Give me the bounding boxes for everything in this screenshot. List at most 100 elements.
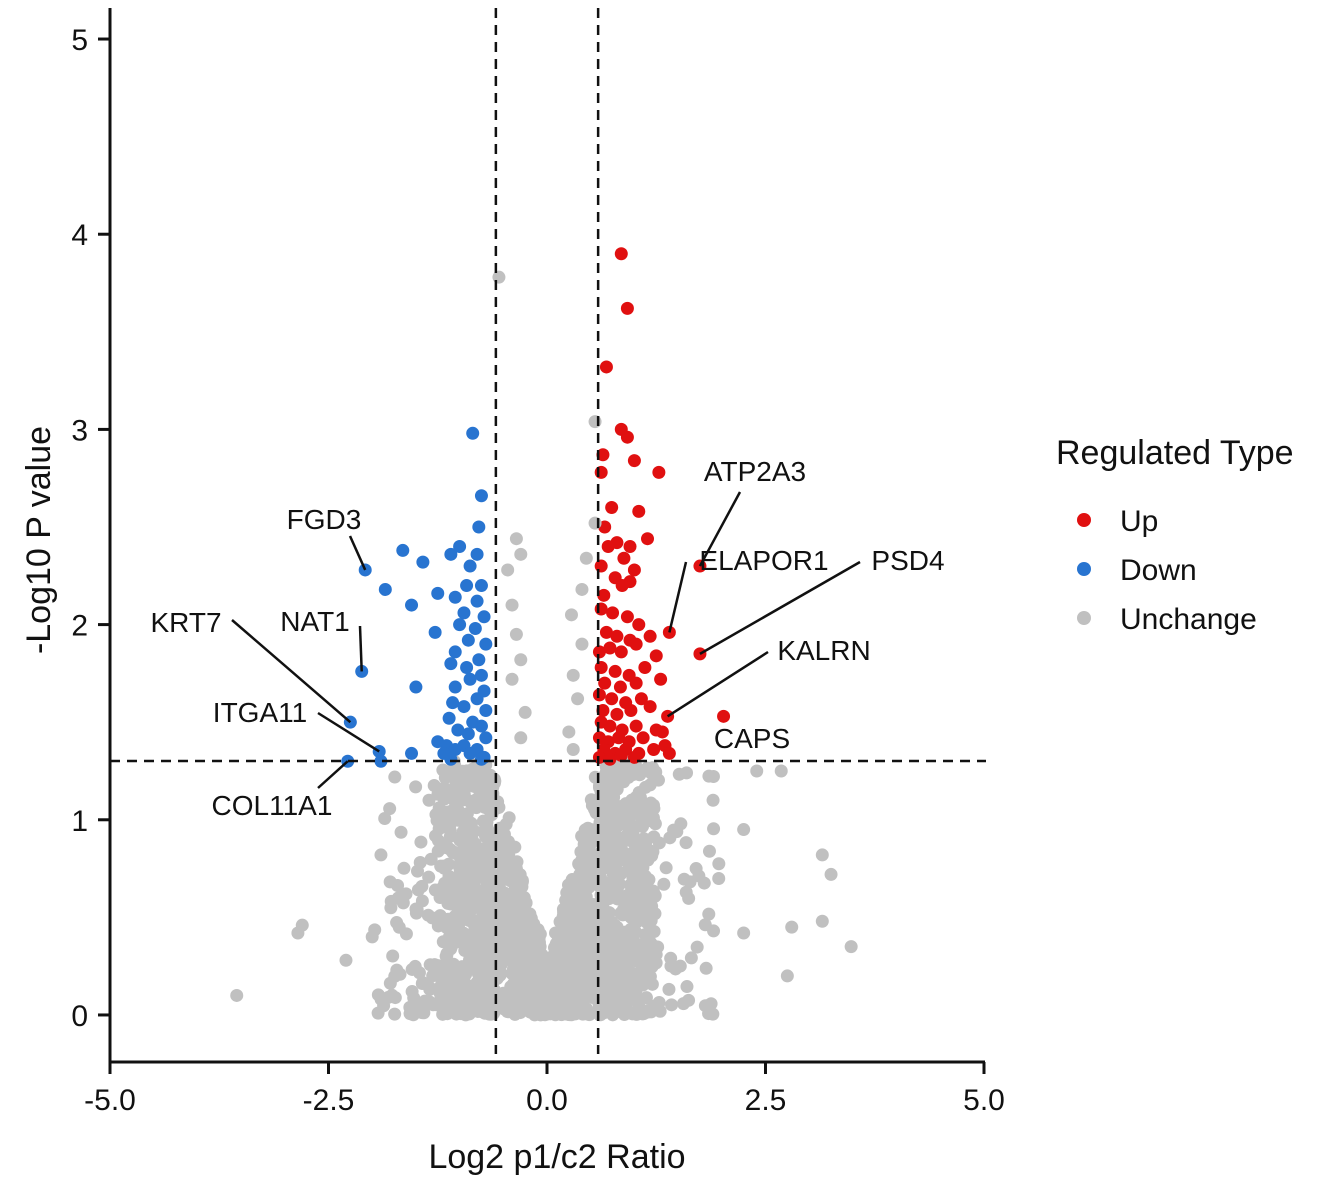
down-point	[448, 680, 462, 694]
unchange-point	[579, 890, 593, 904]
unchange-point	[514, 653, 528, 667]
unchange-point	[487, 871, 501, 885]
gene-label-leader	[317, 711, 380, 753]
unchange-point	[707, 822, 721, 836]
unchange-point	[611, 959, 625, 973]
unchange-point	[737, 823, 751, 837]
gene-label-psd4: PSD4	[871, 545, 944, 576]
unchange-point	[635, 820, 649, 834]
unchange-point	[477, 871, 491, 885]
unchange-point	[624, 795, 638, 809]
legend: Regulated Type Up Down Unchange	[1056, 434, 1294, 636]
up-point	[592, 645, 606, 659]
unchange-point	[617, 775, 631, 789]
y-tick-label: 5	[71, 24, 88, 57]
unchange-point	[463, 953, 477, 967]
unchange-point	[619, 850, 633, 864]
up-point	[601, 540, 615, 554]
up-point	[608, 664, 622, 678]
unchange-point	[551, 981, 565, 995]
gene-label-kalrn: KALRN	[777, 635, 870, 666]
unchange-point	[684, 951, 698, 965]
unchange-point	[515, 880, 529, 894]
down-point	[463, 559, 477, 573]
axes: -5.0 -2.5 0.0 2.5 5.0 0 1 2 3 4 5	[71, 8, 1005, 1117]
unchange-point	[597, 783, 611, 797]
unchange-point	[388, 991, 402, 1005]
gene-label-leader	[231, 619, 352, 724]
unchange-point	[629, 983, 643, 997]
unchange-point	[453, 862, 467, 876]
unchange-point	[702, 907, 716, 921]
unchange-point	[615, 837, 629, 851]
unchange-point	[532, 931, 546, 945]
unchange-point	[487, 793, 501, 807]
gene-label-atp2a3: ATP2A3	[704, 456, 806, 487]
unchange-point	[692, 869, 706, 883]
down-point	[396, 543, 410, 557]
up-point	[620, 301, 634, 315]
unchange-point	[640, 916, 654, 930]
unchange-point	[478, 975, 492, 989]
unchange-point	[432, 803, 446, 817]
unchange-point	[640, 761, 654, 775]
down-point	[431, 586, 445, 600]
gene-label-leader	[358, 625, 363, 672]
legend-label-unchange: Unchange	[1120, 603, 1257, 636]
unchange-point	[459, 823, 473, 837]
unchange-point	[597, 839, 611, 853]
unchange-point	[737, 926, 751, 940]
unchange-point	[712, 857, 726, 871]
unchange-point	[424, 852, 438, 866]
up-point	[603, 641, 617, 655]
unchange-point	[582, 937, 596, 951]
unchange-point	[647, 924, 661, 938]
unchange-point	[598, 878, 612, 892]
unchange-point	[371, 988, 385, 1002]
unchange-point	[391, 891, 405, 905]
unchange-point	[676, 997, 690, 1011]
unchange-point	[780, 969, 794, 983]
unchange-point	[631, 951, 645, 965]
unchange-point	[571, 979, 585, 993]
unchange-point	[539, 978, 553, 992]
unchange-point	[588, 415, 602, 429]
unchange-point	[577, 866, 591, 880]
unchange-point	[663, 831, 677, 845]
unchange-point	[637, 832, 651, 846]
unchange-point	[383, 802, 397, 816]
up-point	[629, 637, 643, 651]
up-point	[652, 465, 666, 479]
unchange-point	[602, 906, 616, 920]
unchange-point	[548, 999, 562, 1013]
unchange-point	[506, 995, 520, 1009]
unchange-point	[560, 931, 574, 945]
unchange-point	[605, 990, 619, 1004]
unchange-point	[436, 881, 450, 895]
unchange-point	[679, 836, 693, 850]
unchange-point	[610, 883, 624, 897]
unchange-point	[444, 843, 458, 857]
up-point	[632, 504, 646, 518]
unchange-point	[712, 871, 726, 885]
unchange-point	[559, 944, 573, 958]
unchange-point	[581, 821, 595, 835]
unchange-point	[514, 731, 528, 745]
unchange-point	[774, 764, 788, 778]
unchange-point	[702, 844, 716, 858]
gene-label-col11a1: COL11A1	[212, 790, 333, 821]
unchange-point	[390, 916, 404, 930]
unchange-point	[571, 943, 585, 957]
unchange-point	[466, 988, 480, 1002]
unchange-point	[570, 921, 584, 935]
x-tick-label: -5.0	[84, 1084, 136, 1117]
unchange-point	[504, 980, 518, 994]
unchange-point	[487, 1005, 501, 1019]
down-point	[457, 606, 471, 620]
down-point	[416, 555, 430, 569]
unchange-point	[579, 551, 593, 565]
unchange-point	[430, 813, 444, 827]
unchange-point	[518, 947, 532, 961]
unchange-point	[409, 906, 423, 920]
unchange-point	[421, 908, 435, 922]
